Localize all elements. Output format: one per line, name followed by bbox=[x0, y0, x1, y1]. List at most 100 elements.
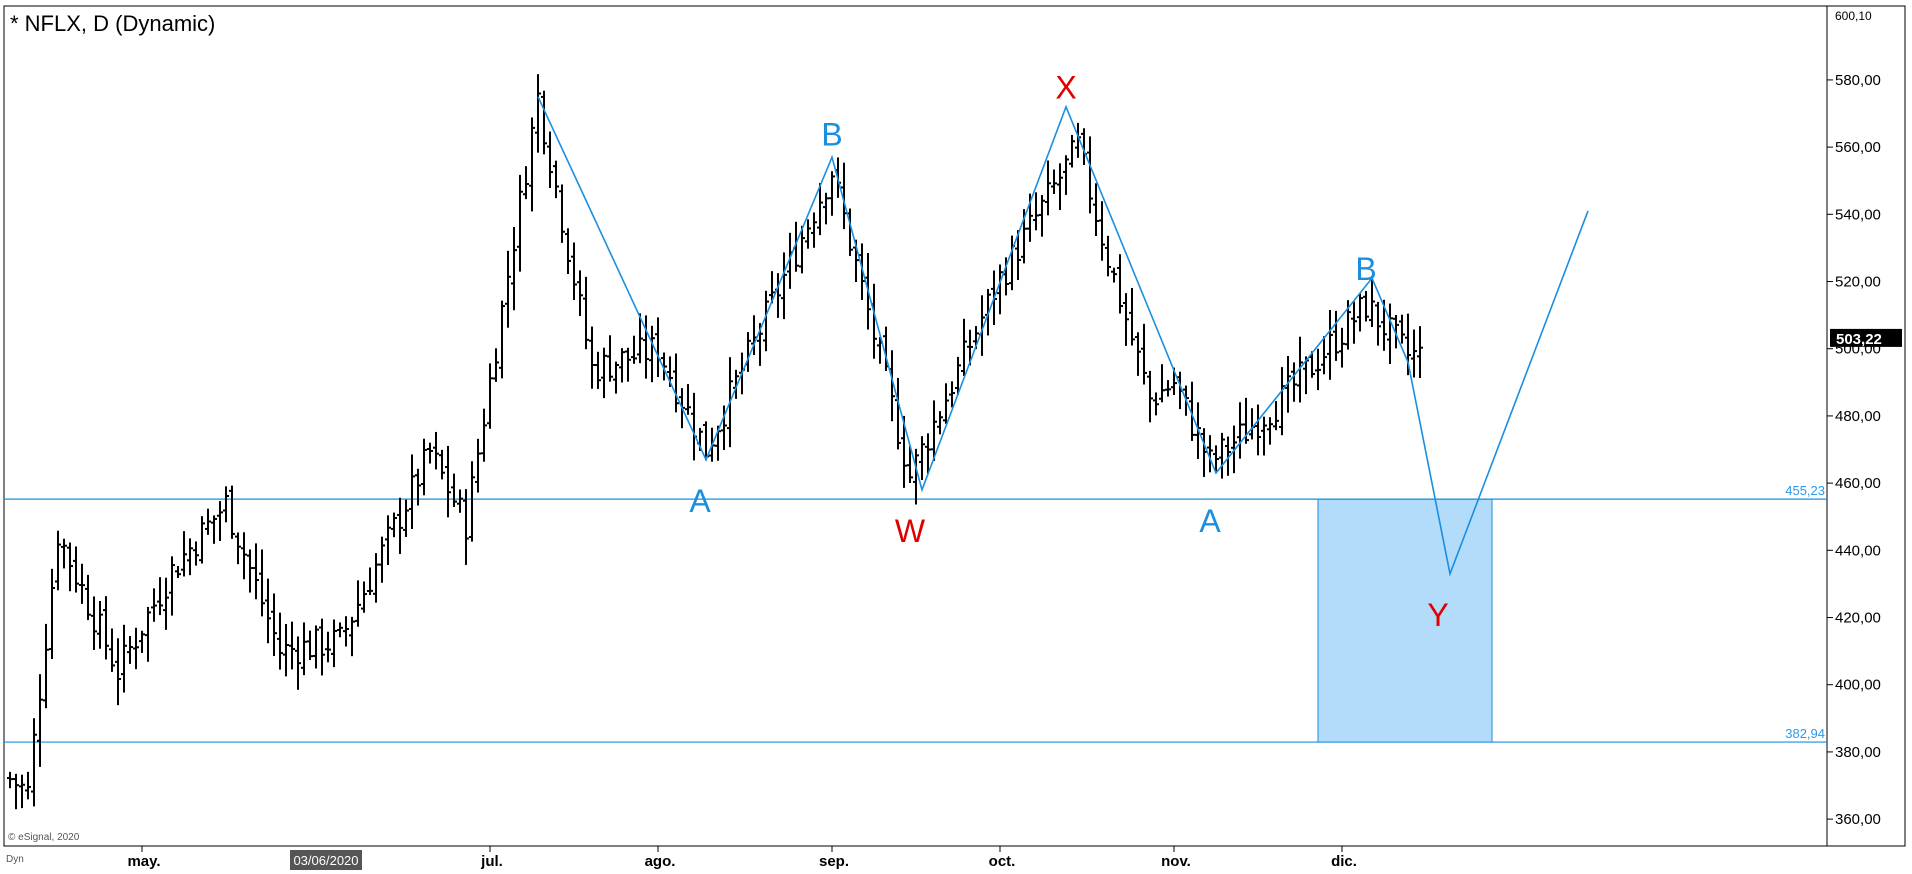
wave-path-layer bbox=[537, 96, 1589, 577]
ohlc-bar bbox=[277, 612, 283, 670]
date-marker-label: 03/06/2020 bbox=[293, 853, 358, 868]
ohlc-bar bbox=[1069, 134, 1075, 168]
ohlc-bar bbox=[541, 90, 547, 155]
ohlc-bar bbox=[451, 473, 457, 507]
y-tick-label: 400,00 bbox=[1835, 677, 1881, 694]
ohlc-bars-layer bbox=[7, 74, 1423, 810]
ohlc-bar bbox=[517, 174, 523, 272]
ohlc-bar bbox=[397, 497, 403, 554]
wave-label-b: B bbox=[821, 117, 842, 153]
ohlc-bar bbox=[1315, 348, 1321, 391]
ohlc-bar bbox=[643, 315, 649, 379]
ohlc-bar bbox=[319, 618, 325, 676]
ohlc-bar bbox=[601, 347, 607, 399]
ohlc-bar bbox=[1213, 445, 1219, 473]
ohlc-bar bbox=[439, 449, 445, 480]
ohlc-bar bbox=[55, 530, 61, 591]
ohlc-bar bbox=[685, 384, 691, 415]
ohlc-bar bbox=[1351, 301, 1357, 344]
ohlc-bar bbox=[427, 442, 433, 464]
ohlc-bar bbox=[229, 485, 235, 539]
ohlc-bar bbox=[463, 489, 469, 565]
ohlc-bar bbox=[1063, 155, 1069, 195]
ohlc-bar bbox=[547, 131, 553, 188]
ohlc-bar bbox=[37, 674, 43, 767]
ohlc-bar bbox=[523, 166, 529, 200]
ohlc-bar bbox=[361, 581, 367, 613]
wave-labels-layer: A B W X A B Y bbox=[689, 70, 1448, 634]
x-tick-label: dic. bbox=[1331, 853, 1357, 870]
ohlc-bar bbox=[1255, 404, 1261, 456]
ohlc-bar bbox=[169, 556, 175, 616]
ohlc-bar bbox=[1261, 416, 1267, 456]
ohlc-bar bbox=[1045, 160, 1051, 216]
ohlc-bar bbox=[85, 574, 91, 621]
ohlc-bar bbox=[505, 250, 511, 328]
ohlc-bar bbox=[1039, 195, 1045, 237]
ohlc-bar bbox=[1321, 336, 1327, 375]
ohlc-bar bbox=[1291, 362, 1297, 402]
ohlc-bar bbox=[385, 515, 391, 566]
ohlc-bar bbox=[325, 631, 331, 663]
ohlc-bar bbox=[349, 616, 355, 657]
ohlc-bar bbox=[949, 381, 955, 408]
ohlc-bar bbox=[283, 623, 289, 677]
ohlc-bar bbox=[157, 577, 163, 616]
y-tick-label: 420,00 bbox=[1835, 610, 1881, 627]
ohlc-bar bbox=[481, 408, 487, 462]
ohlc-bar bbox=[181, 531, 187, 577]
ohlc-bar bbox=[1339, 327, 1345, 368]
ohlc-bar bbox=[271, 593, 277, 657]
ohlc-bar bbox=[1417, 326, 1423, 378]
level-label: 455,23 bbox=[1785, 483, 1825, 498]
ohlc-bar bbox=[19, 774, 25, 809]
level-label: 382,94 bbox=[1785, 726, 1825, 741]
ohlc-bar bbox=[265, 578, 271, 644]
ohlc-bar bbox=[103, 596, 109, 660]
x-tick-label: may. bbox=[127, 853, 160, 870]
ohlc-bar bbox=[1105, 235, 1111, 277]
ohlc-bar bbox=[1363, 290, 1369, 322]
ohlc-bar bbox=[373, 553, 379, 603]
x-tick-label: sep. bbox=[819, 853, 849, 870]
ohlc-bar bbox=[1267, 417, 1273, 445]
ohlc-bar bbox=[409, 454, 415, 529]
ohlc-bar bbox=[1159, 364, 1165, 403]
ohlc-bar bbox=[1333, 310, 1339, 361]
bottom-left-label: Dyn bbox=[6, 854, 24, 865]
ohlc-bar bbox=[91, 596, 97, 650]
ohlc-bar bbox=[1225, 436, 1231, 476]
ohlc-bar bbox=[43, 623, 49, 709]
ohlc-bar bbox=[1111, 267, 1117, 283]
ohlc-bar bbox=[1087, 136, 1093, 214]
y-tick-label: 460,00 bbox=[1835, 475, 1881, 492]
y-tick-label: 380,00 bbox=[1835, 744, 1881, 761]
ohlc-bar bbox=[571, 242, 577, 300]
ohlc-bar bbox=[199, 516, 205, 564]
ohlc-bar bbox=[139, 630, 145, 653]
wave-label-w: W bbox=[895, 513, 926, 549]
ohlc-bar bbox=[1399, 314, 1405, 344]
y-tick-label: 580,00 bbox=[1835, 72, 1881, 89]
chart-title: * NFLX, D (Dynamic) bbox=[10, 11, 215, 36]
ohlc-bar bbox=[1141, 323, 1147, 385]
ohlc-bar bbox=[109, 628, 115, 672]
ohlc-bar bbox=[31, 718, 37, 807]
ohlc-bar bbox=[307, 630, 313, 661]
last-price-badge bbox=[1830, 328, 1902, 347]
ohlc-bar bbox=[493, 348, 499, 382]
ohlc-bar bbox=[631, 335, 637, 364]
ohlc-bar bbox=[1279, 367, 1285, 436]
ohlc-bar bbox=[355, 580, 361, 627]
ohlc-bar bbox=[1357, 293, 1363, 332]
ohlc-bar bbox=[163, 577, 169, 630]
wave-path bbox=[537, 96, 1589, 577]
ohlc-bar bbox=[337, 622, 343, 638]
ohlc-bar bbox=[25, 771, 31, 800]
ohlc-bar bbox=[433, 431, 439, 470]
ohlc-bar bbox=[967, 329, 973, 366]
ohlc-bar bbox=[799, 225, 805, 274]
ohlc-bar bbox=[811, 212, 817, 248]
ohlc-bar bbox=[175, 566, 181, 578]
ohlc-bar bbox=[619, 348, 625, 383]
